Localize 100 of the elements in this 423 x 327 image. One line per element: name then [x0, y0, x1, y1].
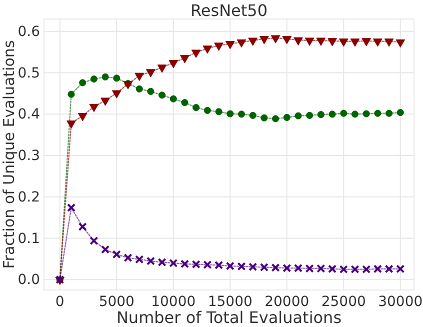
- point: [170, 95, 177, 102]
- point: [66, 203, 76, 212]
- point: [191, 50, 201, 58]
- point: [100, 245, 110, 254]
- y-tick-label: 0.1: [18, 230, 40, 247]
- point: [304, 38, 314, 46]
- point: [238, 110, 246, 118]
- point: [112, 250, 121, 259]
- point: [225, 41, 235, 50]
- point: [192, 104, 200, 112]
- point: [158, 258, 166, 267]
- point: [214, 42, 224, 51]
- point: [260, 114, 268, 122]
- point: [113, 74, 120, 82]
- point: [328, 264, 337, 274]
- point: [350, 38, 360, 47]
- point: [168, 60, 178, 68]
- point: [362, 265, 371, 274]
- point: [203, 260, 212, 270]
- x-tick-label: 10000: [151, 294, 196, 310]
- point: [157, 64, 167, 73]
- point: [294, 37, 303, 46]
- point: [350, 265, 360, 274]
- point: [124, 253, 132, 262]
- x-axis-title: Number of Total Evaluations: [116, 308, 342, 327]
- point: [78, 113, 88, 122]
- point: [147, 88, 154, 95]
- point: [89, 104, 99, 112]
- point: [214, 260, 224, 270]
- point: [136, 85, 143, 92]
- point: [294, 112, 302, 120]
- point: [226, 262, 234, 270]
- point: [374, 110, 382, 117]
- point: [102, 73, 109, 80]
- point: [237, 262, 246, 271]
- y-tick-label: 0.0: [18, 272, 40, 288]
- point: [236, 39, 246, 48]
- x-tick-label: 0: [55, 294, 64, 310]
- point: [362, 38, 372, 46]
- point: [158, 92, 166, 99]
- point: [146, 256, 155, 266]
- point: [385, 110, 393, 117]
- point: [384, 38, 394, 47]
- point: [112, 90, 122, 98]
- point: [169, 258, 178, 268]
- point: [351, 110, 359, 118]
- point: [362, 110, 370, 118]
- point: [180, 260, 190, 268]
- x-tick-label: 25000: [321, 294, 366, 310]
- point: [100, 98, 110, 106]
- point: [192, 260, 200, 269]
- point: [66, 120, 76, 129]
- point: [249, 112, 256, 119]
- point: [384, 264, 394, 274]
- point: [181, 99, 188, 106]
- point: [339, 265, 348, 274]
- point: [202, 46, 212, 54]
- x-tick-label: 30000: [378, 294, 423, 310]
- point: [271, 263, 280, 272]
- point: [316, 38, 326, 46]
- point: [79, 79, 86, 86]
- point: [248, 38, 258, 46]
- point: [90, 236, 98, 246]
- point: [283, 114, 290, 122]
- point: [340, 110, 348, 117]
- x-tick-label: 20000: [264, 294, 310, 310]
- point: [396, 39, 406, 48]
- point: [338, 38, 348, 47]
- point: [306, 112, 314, 119]
- point: [305, 264, 314, 273]
- point: [373, 264, 382, 274]
- point: [68, 90, 75, 98]
- point: [328, 110, 336, 118]
- y-tick-label: 0.3: [18, 148, 40, 164]
- y-tick-label: 0.2: [18, 189, 40, 206]
- point: [204, 106, 211, 114]
- point: [134, 72, 144, 82]
- y-tick-label: 0.4: [18, 106, 40, 123]
- point: [180, 55, 190, 64]
- point: [272, 115, 280, 122]
- point: [146, 69, 156, 78]
- chart-title: ResNet50: [190, 1, 268, 20]
- point: [328, 38, 337, 46]
- point: [270, 35, 280, 44]
- x-tick-label: 5000: [98, 294, 134, 310]
- y-tick-label: 0.6: [18, 24, 40, 40]
- point: [282, 264, 292, 272]
- point: [282, 36, 292, 44]
- point: [294, 264, 303, 272]
- point: [226, 110, 234, 118]
- point: [373, 38, 382, 47]
- point: [78, 222, 87, 231]
- point: [260, 36, 269, 44]
- point: [317, 111, 324, 118]
- point: [90, 75, 98, 83]
- point: [396, 264, 405, 274]
- point: [248, 262, 258, 272]
- y-tick-label: 0.5: [18, 65, 40, 82]
- point: [396, 108, 404, 116]
- y-axis-title: Fraction of Unique Evaluations: [0, 40, 18, 269]
